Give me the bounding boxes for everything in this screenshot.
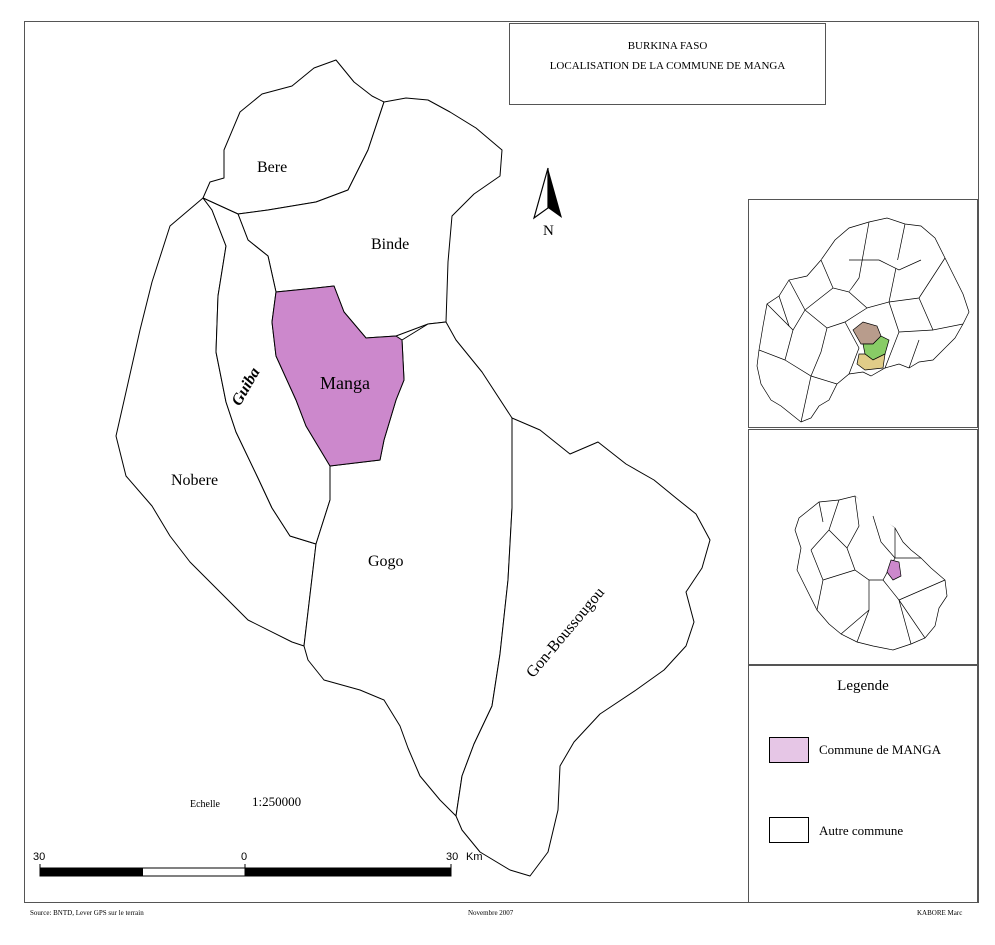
inset-country-map xyxy=(748,199,978,428)
scale-label: Echelle xyxy=(190,799,220,810)
legend-label-commune: Commune de MANGA xyxy=(819,742,942,757)
footer-date: Novembre 2007 xyxy=(468,909,514,917)
map-frame xyxy=(24,21,979,903)
label-nobere: Nobere xyxy=(171,472,219,489)
scale-tick-left: 30 xyxy=(33,851,46,863)
inset-province-map xyxy=(748,429,978,665)
legend-title: Legende xyxy=(837,678,889,694)
country-map xyxy=(756,217,970,423)
title-box: BURKINA FASO LOCALISATION DE LA COMMUNE … xyxy=(509,23,826,105)
commune-gon-boussougou xyxy=(455,417,711,877)
label-gogo: Gogo xyxy=(368,553,404,570)
commune-manga xyxy=(271,285,405,467)
north-label: N xyxy=(543,223,554,239)
title-line-2: LOCALISATION DE LA COMMUNE DE MANGA xyxy=(549,60,786,72)
scale-tick-zero: 0 xyxy=(241,851,248,863)
legend-box: Legende Commune de MANGA Autre commune xyxy=(748,665,978,903)
province-map xyxy=(794,495,948,651)
north-arrow-icon xyxy=(532,167,562,220)
legend-label-autre: Autre commune xyxy=(819,823,904,838)
label-manga: Manga xyxy=(320,373,370,393)
footer-source: Source: BNTD, Lever GPS sur le terrain xyxy=(30,909,144,917)
label-bere: Bere xyxy=(257,159,288,176)
scale-unit: Km xyxy=(466,851,483,863)
scale-bar xyxy=(39,864,452,877)
footer-author: KABORE Marc xyxy=(917,909,963,917)
label-binde: Binde xyxy=(371,236,410,253)
scale-tick-right: 30 xyxy=(446,851,459,863)
legend-swatch-autre xyxy=(769,817,809,843)
legend-swatch-commune xyxy=(769,737,809,763)
scale-value: 1:250000 xyxy=(252,794,302,809)
title-line-1: BURKINA FASO xyxy=(627,40,708,52)
